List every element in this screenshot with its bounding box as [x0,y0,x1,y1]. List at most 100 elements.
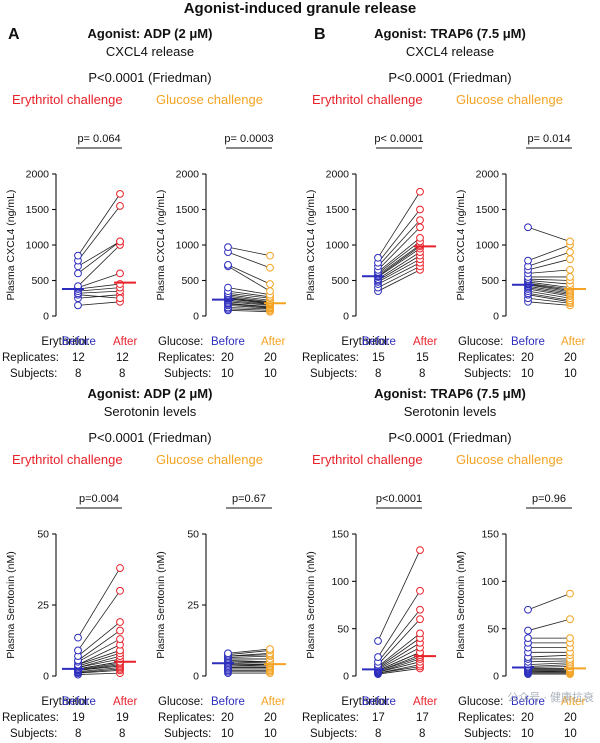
paired-line [377,549,421,642]
erythritol-subplot: Plasma Serotonin (nM) 0 25 50 p=0.004 [5,493,136,683]
before-point [74,633,82,642]
after-point [266,280,274,288]
paired-line [77,567,121,638]
paired-line [77,205,121,261]
after-point [416,187,424,196]
paired-line [377,647,421,670]
after-point [416,586,424,595]
y-tick-label: 1000 [326,240,350,252]
paired-line [377,241,421,274]
paired-line [77,301,121,306]
paired-line [77,672,121,675]
subjects-label: Subjects: [310,368,358,380]
subjects-label: Subjects: [10,728,58,740]
subjects-label-right: Subjects: [464,368,512,380]
left-before-header: Before [62,336,96,348]
erythritol-group-label: Erythritol: [341,696,390,708]
after-point [416,605,424,614]
y-tick-label: 500 [331,275,349,287]
paired-line [527,282,571,290]
after-point [566,255,574,264]
after-point [416,216,424,225]
erythritol-challenge-label: Erythritol challenge [312,92,423,107]
paired-line [527,664,571,667]
y-tick-label: 2000 [326,169,350,181]
paired-line [377,255,421,281]
before-point [374,653,382,661]
paired-line [227,295,271,303]
measure-subtitle: Serotonin levels [403,404,497,419]
paired-line [527,666,571,668]
erythritol-challenge-label: Erythritol challenge [12,452,123,467]
right-replicates-before: 20 [221,352,234,364]
paired-line [377,246,421,277]
right-subjects-after: 10 [564,728,577,740]
after-point [566,237,574,246]
paired-line [227,659,271,663]
y-tick-label: 1000 [476,240,500,252]
right-replicates-before: 20 [521,712,534,724]
paired-line [377,248,421,278]
paired-line [77,650,121,666]
glucose-challenge-label: Glucose challenge [156,452,263,467]
paired-line [377,237,421,273]
paired-line [227,298,271,305]
paired-line [527,301,571,306]
paired-line [77,193,121,256]
y-tick-label: 0 [193,671,199,683]
paired-line [527,283,571,291]
paired-line [77,644,121,666]
paired-line [77,661,121,670]
y-tick-label: 2000 [176,169,200,181]
left-replicates-before: 19 [72,712,85,724]
y-axis-label: Plasma Serotonin (nM) [455,551,467,658]
quadrant-trap6-serotonin: Agonist: TRAP6 (7.5 μM) Serotonin levels… [300,382,600,740]
paired-line [377,633,421,667]
erythritol-group-label: Erythritol: [41,336,90,348]
p-value-label: p= 0.014 [527,133,570,145]
right-replicates-after: 20 [264,352,277,364]
right-before-header: Before [511,336,545,348]
erythritol-subplot: Plasma CXCL4 (ng/mL) 0 500 1000 1500 2000 p< 0… [305,133,436,323]
left-after-header: After [413,336,438,348]
erythritol-group-label: Erythritol: [41,696,90,708]
left-after-header: After [113,696,138,708]
left-subjects-before: 8 [75,368,82,380]
paired-line [77,241,121,267]
paired-line [227,304,271,309]
y-tick-label: 1500 [476,204,500,216]
agonist-title: Agonist: ADP (2 μM) [87,26,213,41]
before-point [524,626,532,635]
plot-area: Plasma Serotonin (nM) 0 25 50 p=0.004 Plasma… [0,478,300,688]
p-value-label: p=0.67 [232,493,266,505]
paired-line [227,650,271,656]
right-after-header: After [261,696,286,708]
glucose-subplot: Plasma CXCL4 (ng/mL) 0 500 1000 1500 2000 p= 0… [155,133,286,323]
before-point [524,605,532,614]
right-replicates-after: 20 [264,712,277,724]
after-point [566,273,574,281]
after-point [566,615,574,624]
y-axis-label: Plasma CXCL4 (ng/mL) [155,190,167,301]
paired-line [377,262,421,285]
before-point [374,253,382,262]
right-after-header: After [261,336,286,348]
paired-line [77,621,121,657]
p-value-label: p< 0.0001 [374,133,423,145]
glucose-group-label: Glucose: [158,696,204,708]
p-value-label: p<0.0001 [376,493,422,505]
before-point [524,634,532,643]
paired-line [527,618,571,631]
after-point [566,589,574,598]
left-replicates-after: 19 [116,712,129,724]
measure-subtitle: CXCL4 release [405,44,495,59]
before-point [224,283,232,292]
y-tick-label: 500 [31,275,49,287]
left-before-header: Before [362,696,396,708]
before-point [524,256,532,265]
measure-subtitle: CXCL4 release [105,44,195,59]
paired-line [377,244,421,276]
y-tick-label: 25 [187,600,199,612]
after-point [566,634,574,643]
right-subjects-before: 10 [221,368,234,380]
